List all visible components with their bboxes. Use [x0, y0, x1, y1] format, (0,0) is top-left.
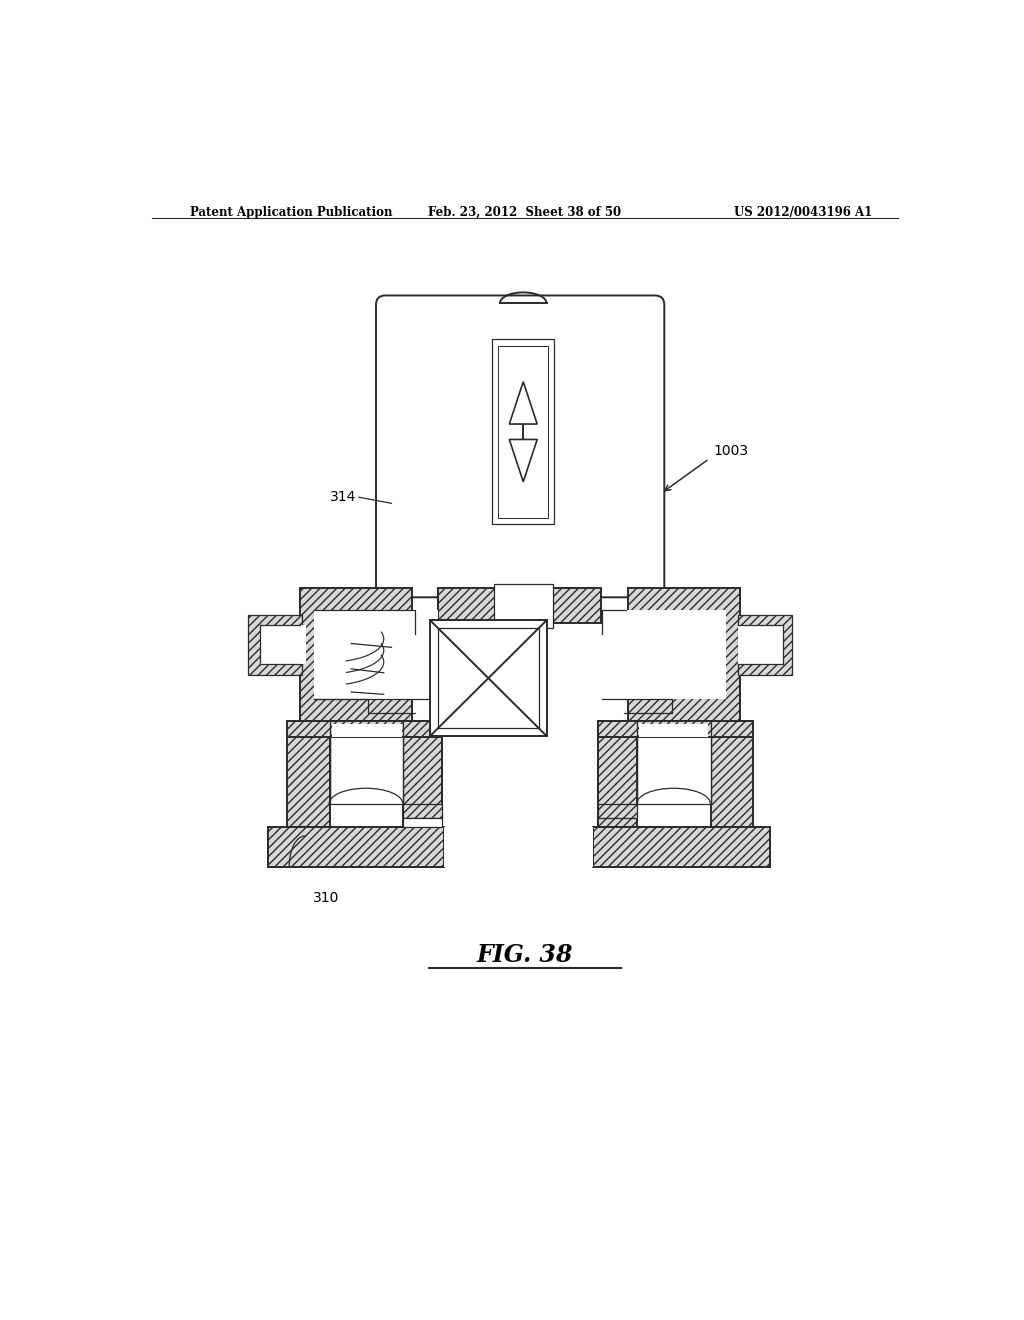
Text: 310: 310: [312, 891, 339, 904]
Text: 313: 313: [323, 634, 349, 648]
Bar: [598, 721, 754, 738]
Text: Patent Application Publication: Patent Application Publication: [190, 206, 392, 219]
Bar: [438, 628, 539, 729]
Bar: [430, 620, 547, 737]
Polygon shape: [509, 440, 538, 482]
Bar: [438, 589, 601, 623]
Bar: [598, 721, 637, 826]
Text: FIG. 38: FIG. 38: [476, 944, 573, 968]
Bar: [287, 721, 330, 826]
Bar: [639, 725, 709, 738]
Bar: [499, 346, 548, 517]
Text: 311: 311: [323, 682, 349, 697]
Bar: [332, 725, 401, 738]
Bar: [287, 721, 442, 738]
Bar: [593, 826, 770, 867]
Bar: [637, 721, 711, 804]
Bar: [403, 804, 442, 817]
Bar: [493, 339, 554, 524]
Bar: [267, 826, 444, 867]
Bar: [260, 626, 306, 664]
Bar: [738, 626, 784, 664]
Bar: [330, 721, 403, 804]
Text: 314: 314: [331, 490, 356, 504]
Bar: [403, 817, 442, 826]
Bar: [444, 826, 593, 867]
Text: US 2012/0043196 A1: US 2012/0043196 A1: [734, 206, 872, 219]
Bar: [628, 589, 740, 721]
Text: 1003: 1003: [713, 444, 749, 458]
Bar: [248, 615, 302, 675]
Bar: [602, 610, 726, 700]
Polygon shape: [509, 381, 538, 424]
Bar: [738, 615, 793, 675]
Text: Feb. 23, 2012  Sheet 38 of 50: Feb. 23, 2012 Sheet 38 of 50: [428, 206, 622, 219]
Bar: [494, 585, 553, 628]
Text: 312: 312: [323, 660, 349, 673]
Bar: [403, 721, 442, 826]
Bar: [314, 610, 438, 700]
Bar: [711, 721, 754, 826]
Bar: [598, 804, 637, 817]
FancyBboxPatch shape: [376, 296, 665, 597]
Bar: [300, 589, 413, 721]
